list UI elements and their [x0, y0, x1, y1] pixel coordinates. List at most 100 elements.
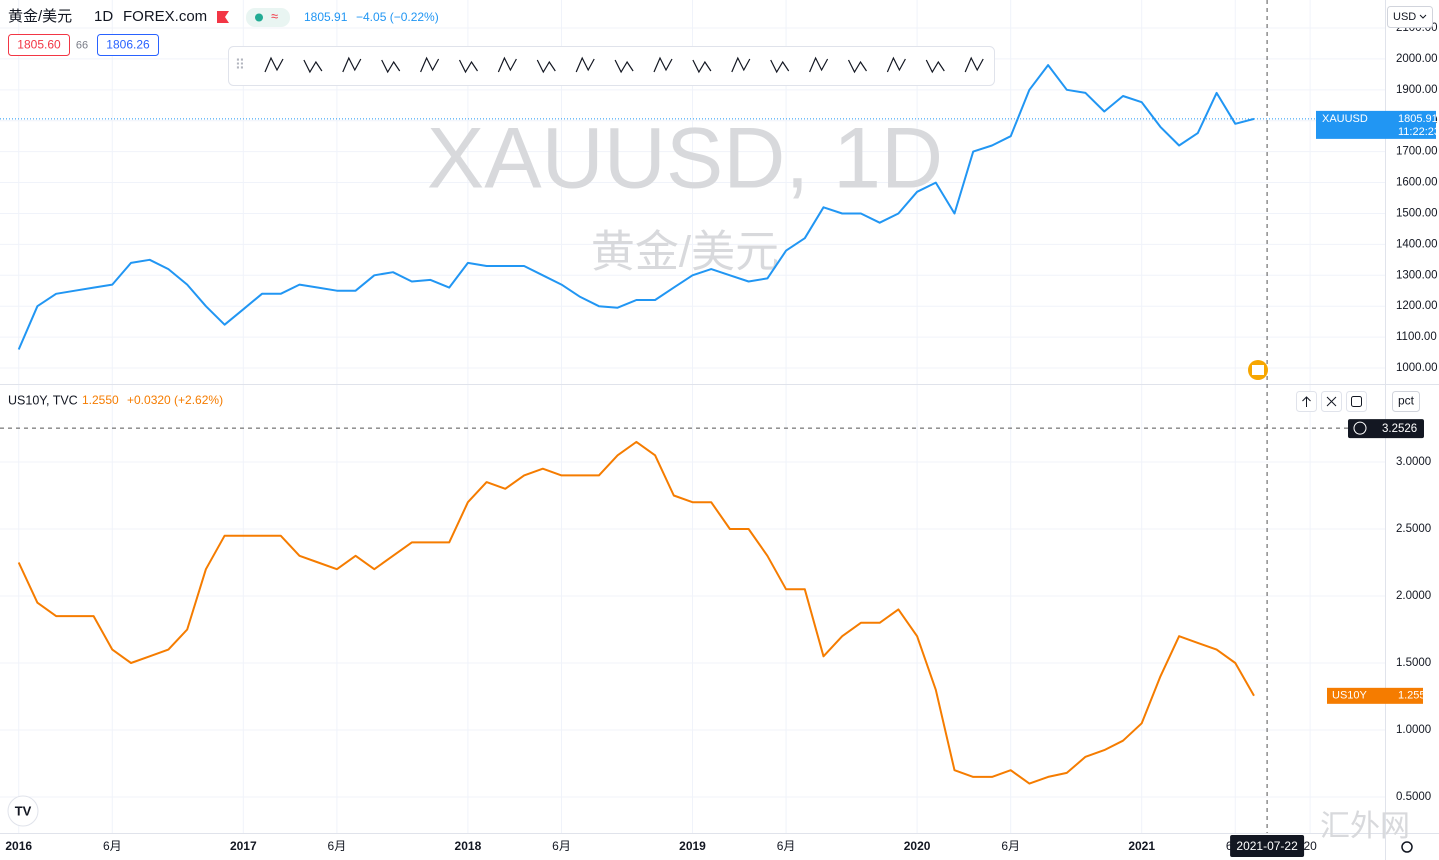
tool-button[interactable]: [260, 52, 288, 80]
tool-icon: [964, 56, 984, 73]
tool-icon: [381, 59, 401, 74]
y-tick-label: 1700.00: [1396, 146, 1438, 158]
drawing-toolbar: ⠿: [228, 46, 995, 86]
maximize-button[interactable]: [1346, 391, 1367, 412]
x-tick-label: 6月: [552, 839, 571, 853]
settings-icon[interactable]: [1401, 841, 1413, 853]
tool-icon: [342, 56, 362, 73]
y-tick-label: 1400.00: [1396, 238, 1438, 250]
tool-icon: [653, 56, 673, 73]
tool-icon: [264, 56, 284, 73]
x-tick-label: 6月: [103, 839, 122, 853]
lower-change: +0.0320 (+2.62%): [127, 393, 223, 407]
tool-button[interactable]: [416, 52, 444, 80]
y-tick-label: 2000.00: [1396, 53, 1438, 65]
x-tick-label: 6月: [777, 839, 796, 853]
ask-box[interactable]: [97, 34, 159, 56]
last-price: 1805.91: [304, 10, 348, 24]
status-dot: [255, 13, 263, 22]
crosshair-plus[interactable]: [1353, 421, 1367, 435]
lower-symbol-title: US10Y, TVC: [8, 393, 78, 407]
watermark: XAUUSD, 1D: [427, 111, 943, 207]
toolbar-grip: ⠿: [235, 57, 245, 73]
event-flag: [1252, 365, 1264, 375]
price-tag: [1327, 687, 1423, 704]
tool-icon: [458, 59, 478, 74]
y-tick-label: 2.5000: [1396, 523, 1431, 535]
crosshair-date-box: [1230, 835, 1305, 857]
tool-button[interactable]: [338, 52, 366, 80]
flag-icon[interactable]: [217, 11, 229, 23]
symbol-title: 黄金/美元: [8, 8, 72, 25]
bid: 1805.60: [17, 38, 61, 52]
y-tick-label: 1300.00: [1396, 269, 1438, 281]
y-tick-label: 1900.00: [1396, 84, 1438, 96]
tool-icon: [303, 59, 323, 74]
tool-icon: [770, 59, 790, 74]
ask: 1806.26: [106, 38, 150, 52]
tool-icon: [809, 56, 829, 73]
tool-icon: [497, 56, 517, 73]
x-tick-label: 20: [1303, 839, 1317, 853]
unit: pct: [1398, 394, 1415, 408]
logo-badge[interactable]: [7, 795, 39, 827]
price-tag-value: 1805.91: [1398, 113, 1438, 125]
crosshair-date: 2021-07-22: [1236, 839, 1298, 853]
x-tick-label: 2016: [5, 839, 32, 853]
tool-icon: [886, 56, 906, 73]
y-tick-label: 0.5000: [1396, 791, 1431, 803]
price-tag-name: XAUUSD: [1322, 113, 1368, 125]
tool-button[interactable]: [649, 52, 677, 80]
tool-icon: [575, 56, 595, 73]
tool-icon: [614, 59, 634, 74]
crosshair-price: 3.2526: [1382, 423, 1417, 435]
price-tag-value: 1.2550: [1398, 690, 1432, 702]
x-tick-label: 2019: [679, 839, 706, 853]
tool-icon: [847, 59, 867, 74]
tool-icon: [536, 59, 556, 74]
plots: [0, 64, 1385, 785]
crosshair-price-box: [1348, 419, 1424, 439]
tool-button[interactable]: [805, 52, 833, 80]
price-change: −4.05 (−0.22%): [356, 10, 439, 24]
lower-last: 1.2550: [82, 393, 119, 407]
y-tick-label: 1.0000: [1396, 724, 1431, 736]
bid-box[interactable]: [8, 34, 70, 56]
x-tick-label: 2020: [904, 839, 931, 853]
tool-button[interactable]: [571, 52, 599, 80]
source: FOREX.com: [123, 8, 207, 25]
currency-caret: [1419, 14, 1427, 19]
spread: 66: [76, 39, 88, 51]
tool-button[interactable]: [882, 52, 910, 80]
arrow-icon: [1302, 396, 1311, 407]
x-tick-label: 2021: [1128, 839, 1155, 853]
y-tick-label: 3.0000: [1396, 456, 1431, 468]
toolbar-panel: [228, 46, 995, 86]
price-line: [17, 64, 1255, 350]
logo: TV: [15, 803, 32, 818]
tool-icon: [731, 56, 751, 73]
tool-button[interactable]: [727, 52, 755, 80]
y-tick-label: 1000.00: [1396, 362, 1438, 374]
site-watermark: 汇外网: [1320, 810, 1410, 843]
y-tick-label: 1600.00: [1396, 177, 1438, 189]
x-tick-label: 2018: [455, 839, 482, 853]
tool-icon: [420, 56, 440, 73]
interval: 1D: [94, 8, 113, 25]
x-tick-label: 6月: [328, 839, 347, 853]
y-tick-label: 2.0000: [1396, 590, 1431, 602]
tool-button[interactable]: [960, 52, 988, 80]
unit-button[interactable]: [1392, 391, 1420, 412]
tool-icon: [692, 59, 712, 74]
currency: USD: [1393, 11, 1416, 23]
price-line: [17, 440, 1255, 785]
tool-button[interactable]: [493, 52, 521, 80]
currency-button[interactable]: [1387, 6, 1433, 28]
price-tag-name: US10Y: [1332, 690, 1368, 702]
status-pill[interactable]: [246, 8, 290, 27]
y-tick-label: 1100.00: [1396, 331, 1437, 343]
maximize-icon: [1351, 396, 1362, 407]
tool-icon: [925, 59, 945, 74]
